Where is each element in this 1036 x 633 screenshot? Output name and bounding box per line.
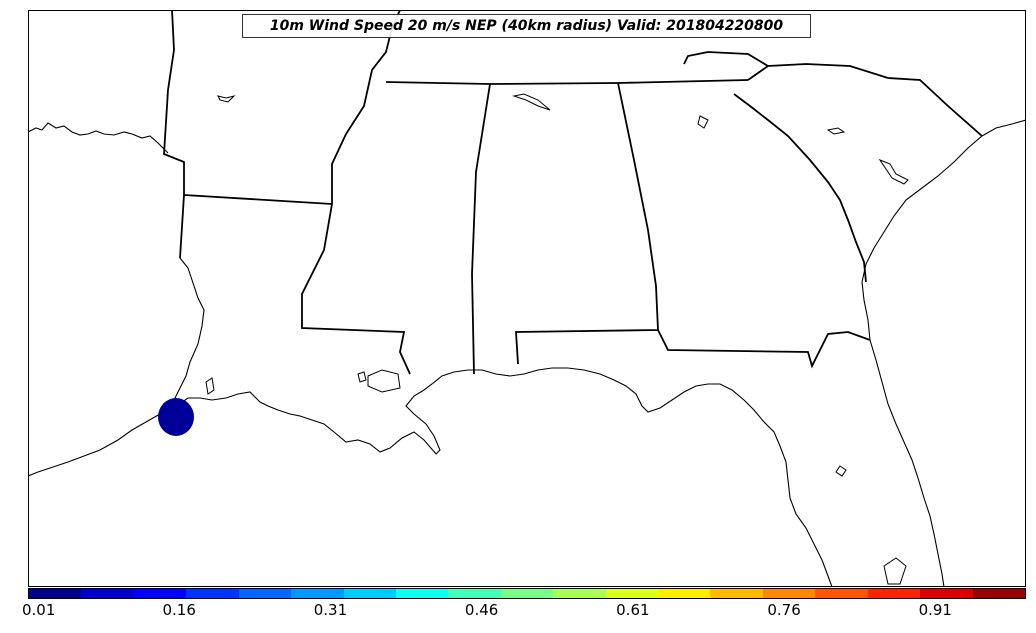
colorbar-segment — [343, 589, 396, 598]
map-title: 10m Wind Speed 20 m/s NEP (40km radius) … — [242, 14, 811, 38]
colorbar-tick-label: 0.91 — [918, 601, 952, 619]
colorbar-segment — [867, 589, 921, 598]
colorbar-tick-label: 0.76 — [767, 601, 801, 619]
colorbar-segment — [553, 589, 606, 598]
colorbar-segment — [291, 589, 344, 598]
colorbar-segment — [29, 589, 82, 598]
nep-probability-area — [158, 398, 194, 436]
colorbar-segment — [448, 589, 501, 598]
map-panel — [28, 10, 1026, 587]
colorbar-segment — [81, 589, 134, 598]
colorbar-segment — [762, 589, 816, 598]
colorbar — [28, 588, 1026, 599]
colorbar-segment — [815, 589, 868, 598]
lakes — [205, 93, 909, 585]
colorbar-segment — [133, 589, 187, 598]
colorbar-segment — [972, 589, 1026, 598]
colorbar-tick-label: 0.16 — [162, 601, 196, 619]
colorbar-tick-label: 0.31 — [313, 601, 348, 619]
colorbar-segment — [710, 589, 763, 598]
colorbar-segment — [920, 589, 973, 598]
colorbar-segment — [395, 589, 449, 598]
colorbar-tick-label: 0.61 — [616, 601, 650, 619]
colorbar-tick-label: 0.46 — [464, 601, 499, 619]
colorbar-segment — [238, 589, 292, 598]
colorbar-segment — [186, 589, 239, 598]
colorbar-segment — [500, 589, 554, 598]
colorbar-segment — [658, 589, 711, 598]
colorbar-segment — [605, 589, 659, 598]
colorbar-tick-label: 0.01 — [21, 601, 56, 619]
